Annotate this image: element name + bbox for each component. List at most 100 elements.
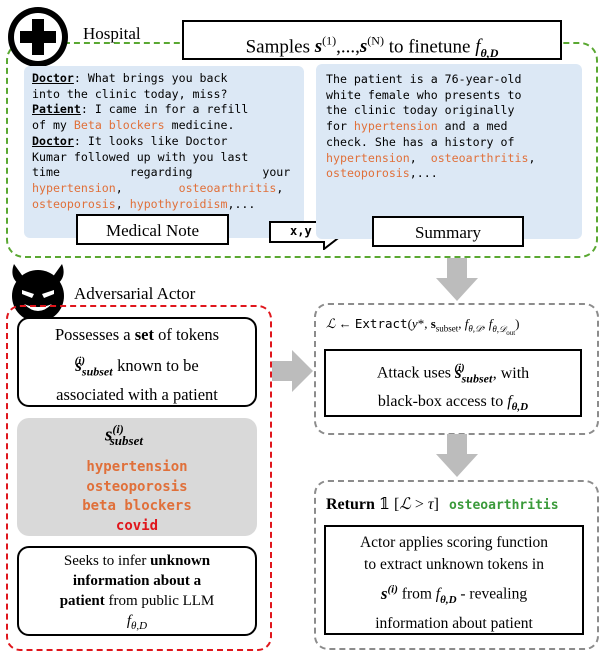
extract-formula: ℒ ← Extract(y*, ssubset, fθ,𝒟, fθ,𝒟out)	[326, 316, 520, 337]
token-item: osteoporosis	[86, 478, 188, 495]
f-theta-D-symbol: fθ,D	[475, 36, 499, 61]
down-arrow-1	[435, 258, 479, 302]
summary-text: The patient is a 76-year-old white female…	[326, 72, 581, 182]
applies-line4: information about patient	[375, 614, 533, 632]
seeks-line3: patient from public LLM	[59, 593, 215, 609]
samples-mid: ,...,	[336, 36, 360, 58]
text-line: Kumar followed up with you last	[32, 150, 302, 166]
attack-line2: black-box access to fθ,D	[377, 393, 529, 414]
text-line: Patient: I came in for a refill	[32, 102, 302, 118]
text-segment: ,...	[227, 196, 256, 211]
right-arrow	[272, 350, 314, 392]
applies-line1: Actor applies scoring function	[359, 534, 549, 551]
text-segment: ,	[409, 150, 431, 165]
token-set-box	[17, 418, 257, 536]
text-segment-orange: hypertension	[326, 150, 410, 165]
text-line: into the clinic today, miss?	[32, 87, 302, 103]
text-segment: for	[326, 119, 354, 134]
text-line: hypertension, osteoarthritis,	[326, 151, 581, 167]
text-segment-orange: osteoporosis	[32, 196, 116, 211]
token-item: hypertension	[86, 459, 188, 475]
text-segment: Kumar followed up with you last	[32, 149, 249, 164]
hospital-label: Hospital	[83, 24, 141, 43]
text-segment: ,	[115, 196, 130, 211]
text-line: the clinic today originally	[326, 103, 581, 119]
text-line: osteoporosis,...	[326, 166, 581, 182]
token-item: covid	[115, 517, 159, 534]
seeks-line1: Seeks to infer unknown	[63, 553, 211, 569]
text-segment: : It looks like Doctor	[73, 133, 228, 148]
text-segment-bold-u: Patient	[32, 102, 81, 117]
text-segment: ,	[528, 150, 536, 165]
text-segment-orange: hypothyroidism	[129, 196, 228, 211]
applies-line2: to extract unknown tokens in	[364, 556, 544, 573]
s-subset-symbol: ssubset(i)	[74, 355, 113, 379]
text-segment: check. She has a history of	[326, 134, 515, 149]
hospital-cross-icon	[6, 5, 70, 69]
sN-symbol: s(N)	[359, 34, 384, 58]
text-segment-orange: osteoarthritis	[178, 180, 277, 195]
text-segment-orange: hypertension	[32, 180, 116, 195]
summary-label-box: Summary	[372, 216, 524, 247]
text-line: for hypertension and a med	[326, 119, 581, 135]
text-segment: The patient is a 76-year-old	[326, 72, 522, 86]
applies-s-symbol: s(i)	[380, 583, 398, 603]
token-item: beta blockers	[82, 498, 192, 514]
token-set-symbol: s(i)subset	[105, 422, 143, 449]
return-region	[314, 480, 599, 650]
text-line: of my Beta blockers medicine.	[32, 118, 302, 134]
medical-note-label-box: Medical Note	[76, 214, 229, 245]
text-segment: ,	[276, 180, 284, 195]
summary-panel	[316, 64, 582, 239]
attack-s-subset: ssubset(i)	[454, 362, 493, 386]
text-line: check. She has a history of	[326, 135, 581, 151]
text-line: Doctor: What brings you back	[32, 71, 302, 87]
possesses-box: Possesses a set of tokens ssubset(i) kno…	[17, 317, 257, 407]
text-line: Doctor: It looks like Doctor	[32, 134, 302, 150]
text-line: time regarding your	[32, 165, 302, 181]
text-segment-orange: hypertension	[353, 119, 438, 134]
text-segment: and a med	[437, 119, 508, 134]
text-segment: white female who presents to	[326, 87, 522, 102]
samples-suffix: to finetune	[383, 36, 476, 58]
samples-prefix: Samples	[245, 36, 315, 58]
text-segment-orange: Beta blockers	[73, 118, 165, 133]
return-word: Return	[326, 496, 375, 513]
applies-box: Actor applies scoring function to extrac…	[324, 525, 584, 635]
text-segment: the clinic today originally	[326, 103, 515, 118]
text-line: hypertension, osteoarthritis,	[32, 181, 302, 197]
return-line: Return 𝟙 [ℒ > τ] osteoarthritis	[326, 496, 559, 513]
seeks-line4: fθ,D	[126, 613, 148, 632]
adversary-region	[6, 305, 272, 651]
possesses-line3: associated with a patient	[56, 385, 218, 405]
down-arrow-2	[435, 434, 479, 478]
token-list: hypertension osteoporosis beta blockers cov…	[17, 458, 257, 536]
possesses-line2: ssubset(i) known to be	[74, 355, 199, 379]
text-segment-orange: osteoarthritis	[430, 150, 529, 165]
text-line: white female who presents to	[326, 88, 581, 104]
applies-line3: s(i) from fθ,D - revealing	[380, 583, 528, 606]
text-segment: of my	[32, 118, 74, 133]
medical-note-panel	[24, 66, 304, 238]
samples-title-box: Samples s(1),...,s(N) to finetune fθ,D	[182, 20, 562, 60]
text-segment: ,...	[409, 166, 438, 181]
text-line: osteoporosis, hypothyroidism,...	[32, 197, 302, 213]
return-token: osteoarthritis	[448, 498, 559, 513]
text-segment: : I came in for a refill	[80, 102, 249, 117]
seeks-line2: information about a	[72, 573, 202, 589]
text-segment-bold-u: Doctor	[32, 133, 74, 148]
devil-face-icon	[6, 260, 70, 324]
attack-box: Attack uses ssubset(i) , with black-box …	[324, 349, 582, 417]
medical-note-label: Medical Note	[106, 221, 199, 240]
summary-label: Summary	[414, 223, 482, 242]
text-segment-orange: osteoporosis	[326, 166, 410, 181]
text-line: The patient is a 76-year-old	[326, 72, 581, 88]
text-segment: time regarding your	[32, 165, 291, 180]
s1-symbol: s(1)	[314, 34, 337, 58]
text-segment: into the clinic today, miss?	[32, 86, 228, 101]
xy-arrow-label: x,y	[290, 224, 312, 238]
text-segment: ,	[115, 180, 179, 195]
medical-note-text: Doctor: What brings you back into the cli…	[32, 71, 302, 212]
adversary-label: Adversarial Actor	[74, 284, 196, 303]
